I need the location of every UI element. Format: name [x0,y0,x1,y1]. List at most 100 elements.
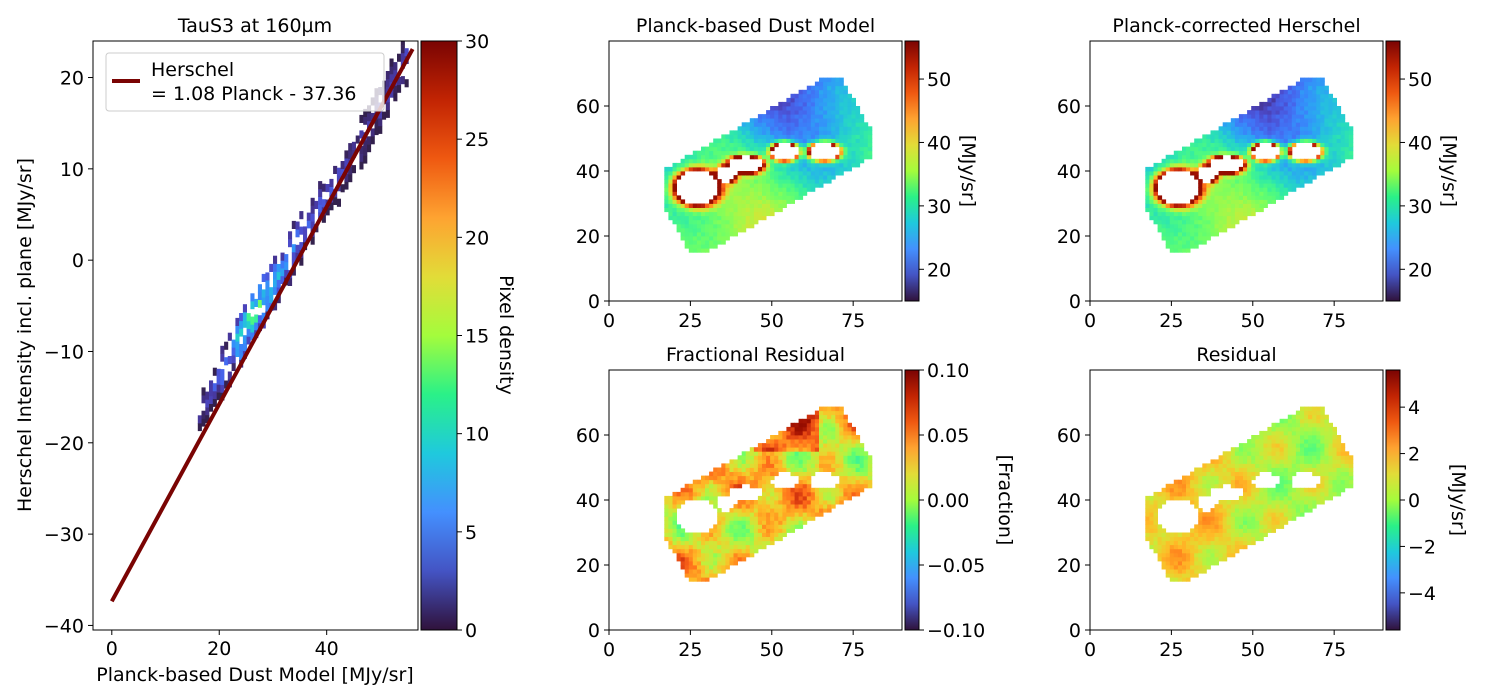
map-pixel [1230,199,1236,204]
map-pixel [867,471,873,477]
map-pixel [1275,114,1281,119]
map-pixel [806,114,812,119]
map-pixel [753,512,759,517]
map-pixel [1304,451,1309,456]
map-pixel [696,150,702,156]
map-pixel [1169,491,1175,497]
map-pixel [737,516,743,521]
map-pixel [1234,451,1240,456]
density-cell [389,74,394,83]
map-pixel [1308,162,1313,168]
map-pixel [1165,166,1171,172]
map-pixel [1340,487,1346,493]
map-pixel [680,560,686,566]
map-pixel [717,532,722,537]
map-pixel [1206,524,1211,529]
map-pixel [1186,495,1191,501]
map-pixel [762,183,767,188]
map-pixel [778,536,783,542]
map-pixel [717,544,722,550]
map-pixel [1177,495,1183,501]
density-cell [284,254,289,263]
map-pixel [757,122,763,127]
map-pixel [774,471,779,477]
map-pixel [831,500,836,505]
map-pixel [794,130,800,135]
map-pixel [819,500,824,505]
map-pixel [778,183,783,188]
y-tick-label: 20 [1057,226,1081,248]
map-pixel [696,479,702,485]
map-pixel [1263,512,1268,517]
map-pixel [688,207,694,213]
map-pixel [1238,532,1244,537]
map-pixel [1312,101,1317,107]
map-pixel [1291,463,1297,468]
map-pixel [778,430,783,436]
map-pixel [1259,467,1264,472]
map-pixel [1316,422,1321,428]
map-pixel [798,179,804,184]
map-pixel [664,520,669,525]
map-pixel [1283,130,1289,135]
map-pixel [847,471,852,477]
map-pixel [1340,475,1346,481]
map-pixel [762,158,767,164]
map-pixel [709,223,714,229]
map-pixel [1230,211,1236,217]
map-pixel [741,459,747,464]
map-pixel [749,203,755,208]
map-pixel [717,207,722,213]
map-pixel [762,130,767,135]
density-cell [284,261,289,270]
map-pixel [753,142,759,148]
map-pixel [1291,142,1297,148]
map-pixel [1336,138,1342,143]
map-pixel [778,504,783,509]
map-pixel [790,495,795,501]
map-pixel [753,171,759,176]
map-pixel [1218,528,1224,533]
map-pixel [1283,504,1289,509]
map-pixel [1283,101,1289,107]
map-pixel [1291,504,1297,509]
map-pixel [814,85,820,91]
map-pixel [1149,500,1154,505]
map-pixel [1312,487,1317,493]
density-cell [389,66,394,75]
map-pixel [733,512,738,517]
map-pixel [1291,451,1297,456]
map-pixel [729,479,734,485]
map-pixel [1153,187,1158,192]
map-pixel [762,487,767,493]
map-pixel [688,219,694,225]
map-pixel [1300,467,1305,472]
map-pixel [753,191,759,196]
map-pixel [680,223,686,229]
map-pixel [1295,166,1301,172]
map-pixel [1316,97,1321,103]
map-pixel [762,451,767,456]
map-pixel [1251,491,1256,497]
map-pixel [709,548,714,554]
map-pixel [729,471,734,477]
map-pixel [1267,467,1272,472]
map-pixel [1182,573,1187,578]
map-pixel [1336,106,1342,111]
map-pixel [733,483,738,489]
map-pixel [802,89,808,95]
map-pixel [705,227,710,233]
map-pixel [1234,122,1240,127]
map-pixel [1210,479,1215,485]
map-pixel [1308,439,1313,444]
map-pixel [757,540,763,546]
map-pixel [1206,528,1211,533]
map-pixel [709,207,714,213]
map-pixel [1283,179,1289,184]
map-pixel [851,451,856,456]
map-pixel [1259,134,1264,139]
map-pixel [721,520,726,525]
map-pixel [851,114,856,119]
map-pixel [1202,548,1207,554]
map-pixel [827,443,832,448]
